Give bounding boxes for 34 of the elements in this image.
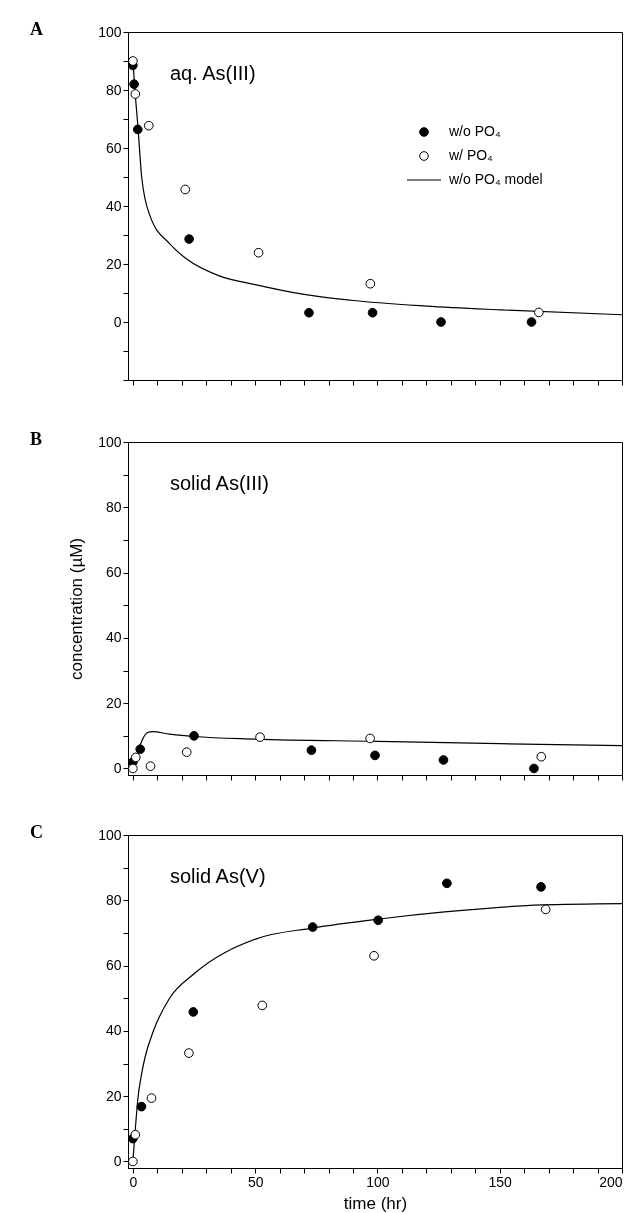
x-axis-title: time (hr) — [343, 1193, 408, 1213]
y-tick-label: 0 — [113, 759, 122, 776]
y-tick-label: 100 — [98, 433, 122, 450]
annotation: solid As(III) — [170, 472, 269, 494]
y-tick-label: 0 — [113, 1152, 122, 1169]
y-tick-label: 60 — [105, 139, 122, 156]
y-tick-label: 100 — [98, 826, 122, 843]
y-tick-label: 20 — [105, 694, 122, 711]
y-tick-label: 40 — [105, 197, 122, 214]
y-tick-label: 0 — [113, 313, 122, 330]
y-tick-label: 60 — [105, 564, 122, 581]
y-tick-label: 60 — [105, 957, 122, 974]
chart-title: A — [30, 19, 43, 39]
x-tick-label: 150 — [488, 1173, 513, 1190]
chart-title: C — [30, 822, 43, 842]
annotation: aq. As(III) — [170, 62, 256, 84]
legend-label: w/ PO₄ — [448, 147, 494, 163]
y-tick-label: 80 — [105, 498, 122, 515]
x-tick-label: 200 — [599, 1173, 623, 1190]
y-tick-label: 40 — [105, 1022, 122, 1039]
y-tick-label: 80 — [105, 81, 122, 98]
y-tick-label: 80 — [105, 891, 122, 908]
y-tick-label: 100 — [98, 23, 122, 40]
y-tick-label: 20 — [105, 255, 122, 272]
y-tick-label: 40 — [105, 629, 122, 646]
x-tick-label: 100 — [366, 1173, 390, 1190]
annotation: solid As(V) — [170, 865, 266, 887]
y-axis-title: concentration (µM) — [67, 537, 87, 681]
chart-title: B — [30, 429, 43, 449]
x-tick-label: 0 — [129, 1173, 138, 1190]
y-tick-label: 20 — [105, 1087, 122, 1104]
x-tick-label: 50 — [247, 1173, 264, 1190]
legend-label: w/o PO₄ model — [448, 171, 543, 187]
legend-label: w/o PO₄ — [448, 123, 501, 139]
